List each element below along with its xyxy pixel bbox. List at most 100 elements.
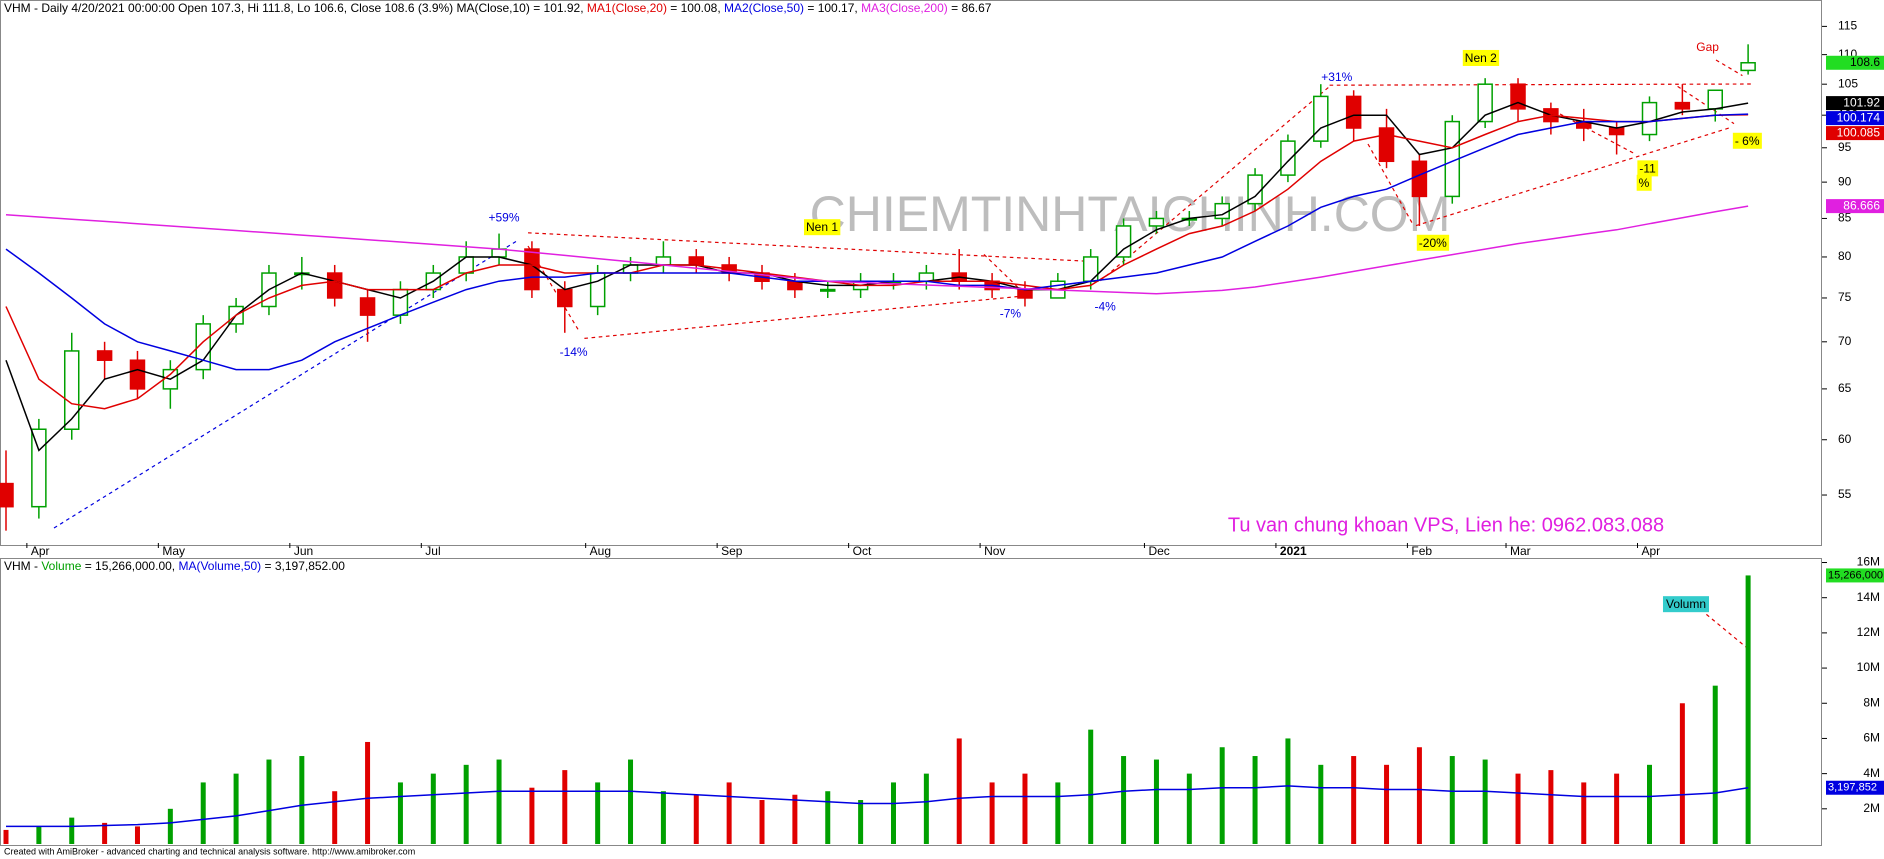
annotation: -14%	[560, 345, 588, 359]
candle-body	[1707, 89, 1723, 110]
y-tick-label: 90	[1838, 174, 1852, 188]
volume-bar	[69, 817, 75, 844]
volume-bar	[1285, 738, 1291, 844]
trend-line	[584, 294, 1033, 339]
annotation: - 6%	[1735, 134, 1760, 148]
header-part: MA1(Close,20)	[587, 1, 667, 15]
volume-bar	[1055, 782, 1061, 844]
header-part: MA2(Close,50)	[724, 1, 804, 15]
header-part: = 3,197,852.00	[261, 559, 345, 573]
volume-bar	[1088, 729, 1094, 844]
annotation-bg	[1637, 160, 1659, 177]
x-tick-label: Apr	[31, 544, 50, 558]
y-tick-label: 60	[1838, 432, 1852, 446]
volume-bar	[233, 773, 239, 844]
y-tick-label: 85	[1838, 211, 1852, 225]
annotation-bg	[1416, 234, 1450, 251]
volume-bar	[726, 782, 732, 844]
y-tick-label: 12M	[1857, 625, 1880, 639]
candle-body	[1280, 140, 1296, 176]
header-part: = 100.17,	[804, 1, 861, 15]
volume-bar	[167, 808, 173, 844]
candle-body	[1674, 101, 1691, 110]
volume-tag-label: 15,266,000	[1828, 569, 1883, 581]
y-tick-label: 75	[1838, 290, 1852, 304]
volume-bar	[595, 782, 601, 844]
price-tag-label: 100.174	[1837, 110, 1881, 124]
volume-bar	[1153, 759, 1159, 844]
y-tick-label: 4M	[1863, 766, 1880, 780]
price-tag-label: 101.92	[1843, 95, 1880, 109]
y-tick-label: 2M	[1863, 801, 1880, 815]
y-tick-label: 95	[1838, 140, 1852, 154]
volume-bar	[1351, 756, 1357, 844]
candle-body	[129, 359, 146, 390]
volume-bar	[1022, 773, 1028, 844]
annotation: Nen 1	[806, 220, 838, 234]
candle-body	[1214, 202, 1230, 220]
price-tag	[1826, 111, 1884, 126]
candle-body	[359, 297, 376, 316]
moving-average	[5, 113, 1749, 371]
x-tick-label: Jul	[425, 544, 440, 558]
volume-bar	[923, 773, 929, 844]
y-tick-label: 115	[1838, 19, 1857, 33]
volume-bar	[562, 770, 568, 844]
candle-body	[326, 272, 343, 299]
candle-body	[1641, 101, 1658, 136]
x-tick-label: Jun	[294, 544, 313, 558]
volume-bar	[792, 794, 798, 844]
volume-bar	[1219, 747, 1225, 844]
candle-body	[458, 256, 474, 274]
header-part: Volume	[41, 559, 81, 573]
price-tag	[1826, 199, 1884, 214]
header-part: VHM -	[4, 559, 41, 573]
volume-bar	[1647, 764, 1652, 844]
candle-body	[1115, 225, 1132, 258]
x-tick-label: Apr	[1642, 544, 1661, 558]
volume-bar	[660, 791, 666, 844]
volume-bar	[1318, 764, 1324, 844]
candle-body	[1313, 95, 1329, 142]
volume-bar	[1416, 747, 1422, 844]
volume-tag-label: 3,197,852	[1828, 782, 1877, 794]
volume-bar	[1186, 773, 1192, 844]
volume-bar	[693, 794, 699, 844]
candle-body	[1345, 95, 1362, 129]
volume-ma	[6, 785, 1749, 828]
volume-bar	[989, 782, 995, 844]
volume-bar	[1614, 773, 1620, 844]
y-tick-label: 14M	[1857, 590, 1880, 604]
header: VHM - Daily 4/20/2021 00:00:00 Open 107.…	[4, 1, 992, 15]
price-tag	[1826, 96, 1884, 111]
candle-body	[1411, 160, 1428, 198]
trend-line	[527, 232, 1095, 263]
volume-bar	[134, 826, 140, 844]
y-tick-label: 80	[1838, 249, 1852, 263]
x-tick-label: May	[162, 544, 185, 558]
footer: Created with AmiBroker - advanced charti…	[4, 846, 415, 856]
volume-bar	[365, 741, 371, 844]
x-tick-label: Mar	[1510, 544, 1531, 558]
header-part: = 86.67	[948, 1, 992, 15]
volume-bar	[397, 782, 403, 844]
volume-bar	[463, 764, 469, 844]
candle-body	[0, 482, 14, 508]
volume-bar	[1679, 703, 1685, 844]
candle-body	[31, 428, 47, 508]
x-tick-label: Aug	[590, 544, 611, 558]
volume-bar	[1252, 756, 1258, 844]
annotation: Volumn	[1666, 597, 1706, 611]
candle-body	[1148, 217, 1165, 227]
volume-bar	[332, 791, 338, 844]
annotation: Nen 2	[1465, 51, 1497, 65]
annotation: -20%	[1419, 236, 1447, 250]
volume-bar	[36, 826, 42, 844]
moving-average	[5, 113, 1749, 410]
volume-bar	[529, 787, 535, 844]
x-tick-label: Oct	[853, 544, 872, 558]
volume-bar	[1449, 756, 1455, 844]
volume-bar	[1121, 756, 1127, 844]
candle-body	[1608, 127, 1625, 136]
